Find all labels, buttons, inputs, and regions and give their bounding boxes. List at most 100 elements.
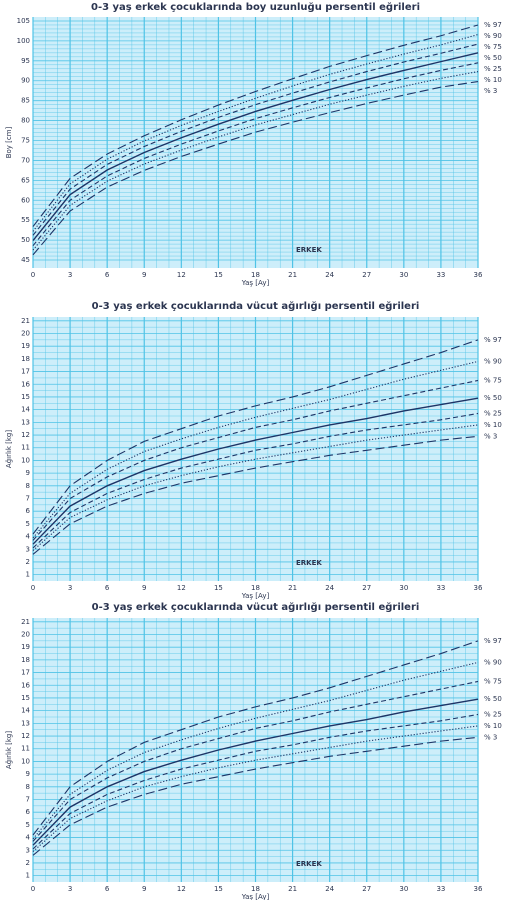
x-tick-label: 27 (362, 271, 371, 279)
y-tick-label: 13 (21, 418, 30, 426)
y-tick-label: 6 (26, 808, 31, 816)
percentile-line (32, 640, 479, 836)
x-tick-label: 24 (325, 271, 334, 279)
y-tick-label: 2 (26, 558, 30, 566)
y-tick-label: 17 (21, 669, 30, 677)
y-tick-label: 95 (21, 57, 30, 65)
percentile-line (32, 43, 479, 236)
legend-label: % 25 (484, 65, 502, 73)
x-tick-label: 6 (105, 885, 110, 893)
x-tick-label: 21 (288, 885, 297, 893)
chart-title: 0-3 yaş erkek çocuklarında vücut ağırlığ… (92, 601, 420, 613)
y-axis-label: Ağırlık [kg] (5, 731, 13, 769)
legend-label: % 97 (484, 21, 502, 29)
x-tick-label: 12 (177, 584, 186, 592)
legend-label: % 50 (484, 54, 502, 62)
x-tick-label: 0 (31, 584, 35, 592)
y-tick-label: 1 (26, 571, 30, 579)
chart-panel: 0-3 yaş erkek çocuklarında boy uzunluğu … (5, 1, 502, 287)
y-tick-label: 12 (21, 431, 30, 439)
x-tick-label: 12 (177, 271, 186, 279)
percentile-line (32, 736, 479, 856)
x-tick-label: 36 (474, 271, 483, 279)
legend-label: % 75 (484, 43, 502, 51)
percentile-line (32, 71, 479, 251)
y-tick-label: 18 (21, 656, 30, 664)
x-tick-label: 30 (399, 271, 408, 279)
x-tick-label: 27 (362, 885, 371, 893)
percentile-line (32, 24, 479, 227)
y-tick-label: 100 (17, 37, 30, 45)
y-tick-label: 45 (21, 256, 30, 264)
y-tick-label: 80 (21, 117, 30, 125)
y-tick-label: 60 (21, 196, 30, 204)
y-tick-label: 4 (26, 834, 31, 842)
y-tick-label: 3 (26, 545, 30, 553)
legend-label: % 90 (484, 32, 502, 40)
y-tick-label: 7 (26, 796, 30, 804)
y-tick-label: 5 (26, 821, 30, 829)
x-tick-label: 30 (399, 885, 408, 893)
y-tick-label: 6 (26, 507, 31, 515)
x-tick-label: 9 (142, 584, 146, 592)
chart-panel: 0-3 yaş erkek çocuklarında vücut ağırlığ… (5, 601, 502, 900)
x-tick-label: 33 (436, 271, 445, 279)
y-tick-label: 12 (21, 732, 30, 740)
percentile-line (32, 680, 479, 842)
y-tick-label: 55 (21, 216, 30, 224)
percentile-line (32, 397, 479, 545)
y-tick-label: 21 (21, 317, 30, 325)
x-tick-label: 0 (31, 271, 35, 279)
x-tick-label: 0 (31, 885, 35, 893)
legend-label: % 3 (484, 432, 497, 440)
x-tick-label: 21 (288, 584, 297, 592)
legend-label: % 90 (484, 658, 502, 666)
annotation: ERKEK (296, 860, 322, 868)
legend-label: % 10 (484, 421, 502, 429)
y-tick-label: 14 (21, 707, 30, 715)
y-tick-label: 8 (26, 482, 30, 490)
chart-title: 0-3 yaş erkek çocuklarında boy uzunluğu … (91, 1, 420, 13)
x-axis-label: Yaş [Ay] (241, 592, 270, 600)
y-tick-label: 7 (26, 495, 30, 503)
x-tick-label: 18 (251, 885, 260, 893)
y-tick-label: 15 (21, 393, 30, 401)
y-tick-label: 10 (21, 757, 30, 765)
x-tick-label: 33 (436, 885, 445, 893)
legend-label: % 97 (484, 637, 502, 645)
x-tick-label: 18 (251, 271, 260, 279)
percentile-line (32, 435, 479, 555)
chart-panel: 0-3 yaş erkek çocuklarında vücut ağırlığ… (5, 300, 502, 600)
y-tick-label: 90 (21, 77, 30, 85)
percentile-line (32, 360, 479, 539)
percentile-line (32, 424, 479, 551)
y-tick-label: 20 (21, 631, 30, 639)
legend-label: % 75 (484, 677, 502, 685)
x-tick-label: 3 (68, 584, 72, 592)
legend-label: % 97 (484, 336, 502, 344)
y-tick-label: 11 (21, 444, 30, 452)
x-tick-label: 24 (325, 885, 334, 893)
x-tick-label: 6 (105, 271, 110, 279)
annotation: ERKEK (296, 246, 322, 254)
percentile-line (32, 52, 479, 241)
percentile-line (32, 379, 479, 541)
y-tick-label: 14 (21, 406, 30, 414)
y-tick-label: 75 (21, 137, 30, 145)
y-tick-label: 70 (21, 156, 30, 164)
y-tick-label: 2 (26, 859, 30, 867)
x-tick-label: 15 (214, 885, 223, 893)
x-tick-label: 9 (142, 271, 146, 279)
percentile-line (32, 661, 479, 840)
legend-label: % 25 (484, 710, 502, 718)
x-axis-label: Yaş [Ay] (241, 893, 270, 900)
x-tick-label: 30 (399, 584, 408, 592)
x-tick-label: 12 (177, 885, 186, 893)
y-tick-label: 3 (26, 846, 30, 854)
y-tick-label: 9 (26, 770, 30, 778)
x-tick-label: 3 (68, 271, 72, 279)
y-tick-label: 10 (21, 456, 30, 464)
y-tick-label: 19 (21, 643, 30, 651)
y-tick-label: 20 (21, 330, 30, 338)
